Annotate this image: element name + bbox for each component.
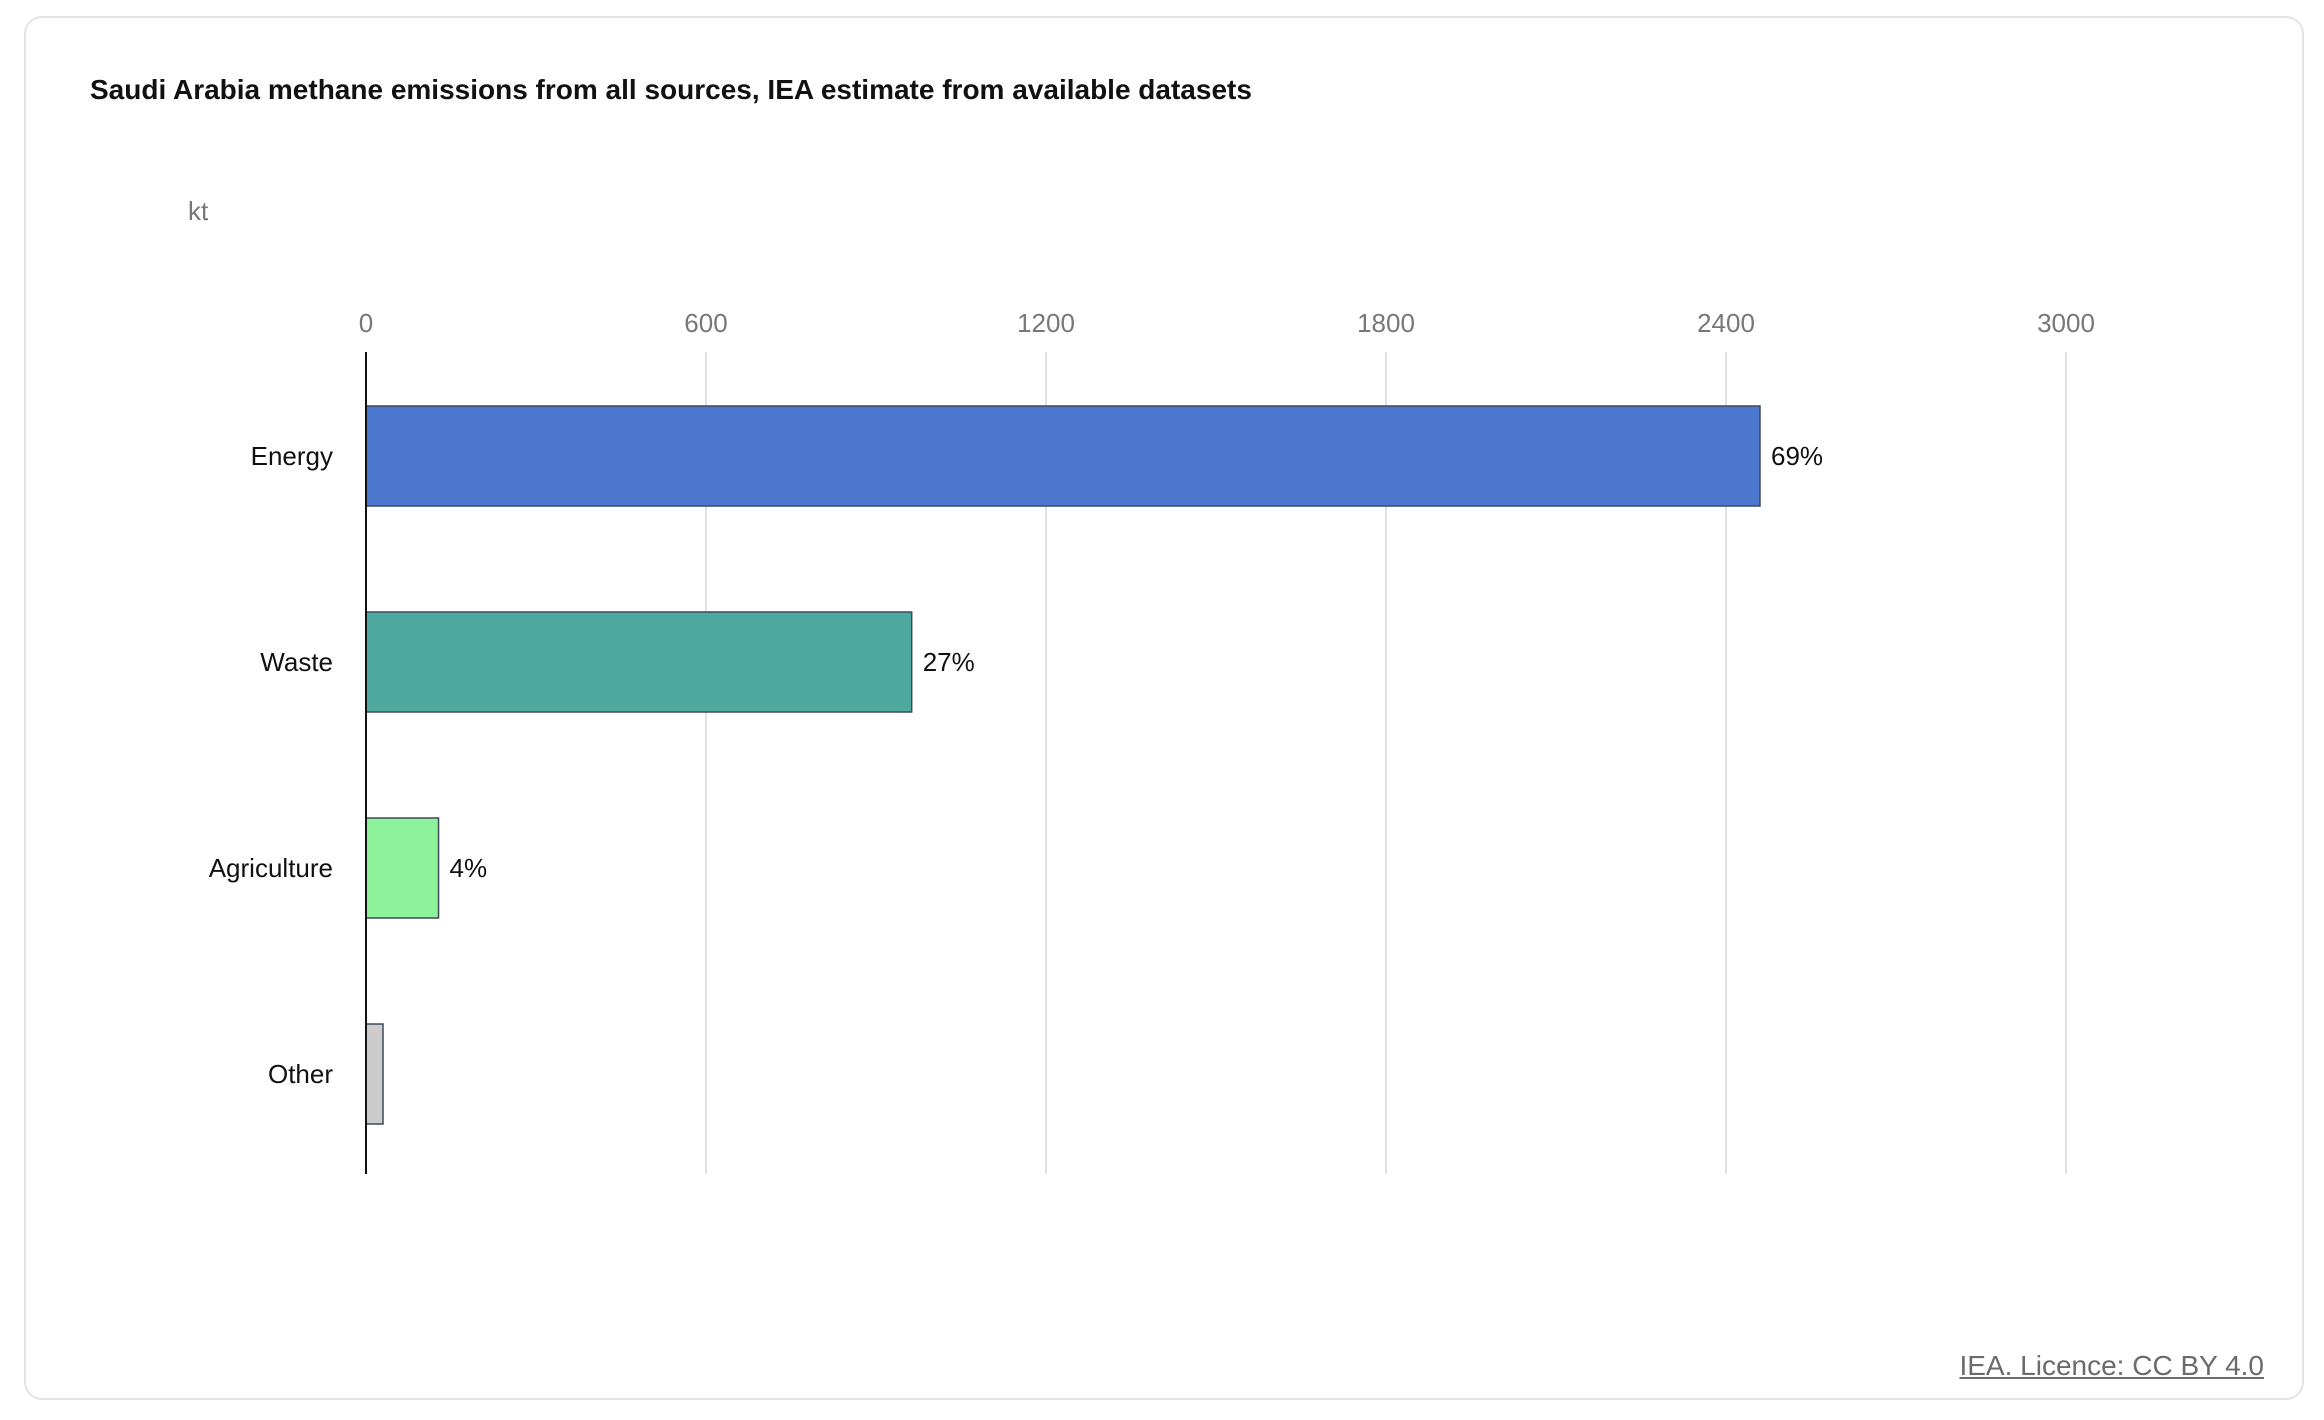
x-tick-label: 600	[684, 308, 727, 338]
category-label: Agriculture	[209, 853, 333, 883]
bar-agriculture	[365, 817, 440, 919]
x-axis-ticks: 0 600 1200 1800 2400 3000	[359, 308, 2095, 338]
data-label: 27%	[923, 647, 975, 677]
bar-chart: kt 0 600 1200 1800 2400 3000 Energy Waste Agric…	[188, 196, 2095, 1174]
bars	[365, 405, 1761, 1125]
bar-energy	[365, 405, 1761, 507]
x-tick-label: 2400	[1697, 308, 1755, 338]
x-tick-label: 1800	[1357, 308, 1415, 338]
x-tick-label: 3000	[2037, 308, 2095, 338]
chart-card: Saudi Arabia methane emissions from all …	[24, 16, 2304, 1400]
data-label: 4%	[450, 853, 488, 883]
category-label: Energy	[251, 441, 333, 471]
bar-other	[365, 1023, 384, 1125]
unit-label: kt	[188, 196, 209, 226]
category-label: Other	[268, 1059, 333, 1089]
bar-waste	[365, 611, 913, 713]
category-labels: Energy Waste Agriculture Other	[209, 441, 334, 1089]
chart-title: Saudi Arabia methane emissions from all …	[90, 74, 1252, 105]
category-label: Waste	[260, 647, 333, 677]
x-tick-label: 0	[359, 308, 373, 338]
data-label: 69%	[1771, 441, 1823, 471]
data-labels: 69% 27% 4%	[450, 441, 1824, 883]
x-tick-label: 1200	[1017, 308, 1075, 338]
licence-link[interactable]: IEA. Licence: CC BY 4.0	[1959, 1350, 2264, 1381]
